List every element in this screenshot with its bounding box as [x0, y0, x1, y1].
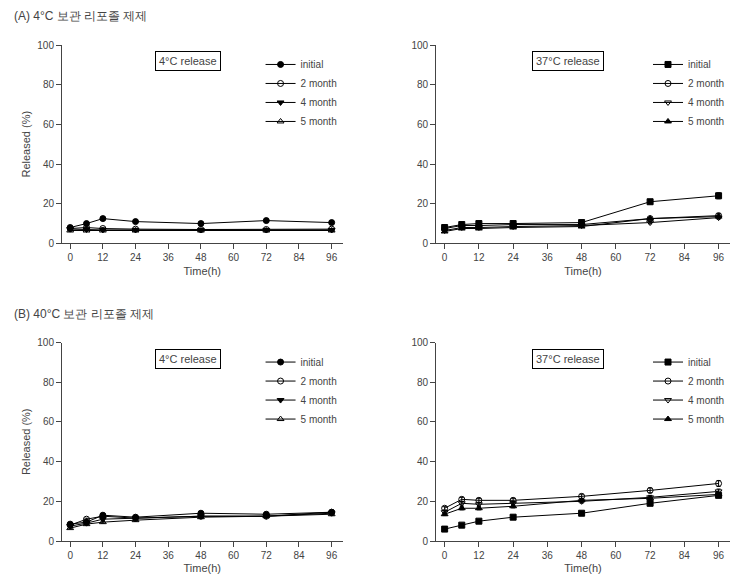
svg-text:12: 12: [473, 550, 485, 561]
svg-text:84: 84: [679, 252, 691, 263]
svg-text:37°C release: 37°C release: [536, 353, 600, 365]
svg-text:5 month: 5 month: [688, 414, 724, 425]
svg-text:initial: initial: [688, 357, 711, 368]
svg-text:48: 48: [195, 252, 207, 263]
svg-text:96: 96: [326, 252, 338, 263]
svg-text:40: 40: [417, 159, 429, 170]
svg-text:40: 40: [43, 159, 55, 170]
svg-text:96: 96: [713, 252, 725, 263]
svg-text:(B) 40°C 보관 리포졸 제제: (B) 40°C 보관 리포졸 제제: [14, 307, 154, 321]
svg-text:initial: initial: [301, 59, 324, 70]
svg-text:24: 24: [130, 252, 142, 263]
svg-text:Time(h): Time(h): [184, 265, 221, 277]
svg-text:60: 60: [228, 252, 240, 263]
svg-text:80: 80: [43, 377, 55, 388]
svg-text:96: 96: [713, 550, 725, 561]
svg-text:20: 20: [43, 496, 55, 507]
svg-text:80: 80: [417, 377, 429, 388]
svg-text:36: 36: [163, 252, 175, 263]
svg-text:0: 0: [48, 536, 54, 547]
svg-text:12: 12: [473, 252, 485, 263]
svg-text:Released (%): Released (%): [20, 408, 32, 475]
svg-text:2 month: 2 month: [301, 376, 337, 387]
svg-text:80: 80: [43, 79, 55, 90]
svg-text:60: 60: [417, 416, 429, 427]
svg-text:0: 0: [48, 238, 54, 249]
svg-text:Time(h): Time(h): [564, 562, 601, 574]
svg-text:4 month: 4 month: [688, 97, 724, 108]
svg-text:84: 84: [293, 550, 305, 561]
svg-text:0: 0: [442, 252, 448, 263]
svg-text:Released (%): Released (%): [20, 111, 32, 178]
svg-text:60: 60: [43, 416, 55, 427]
svg-text:4 month: 4 month: [301, 97, 337, 108]
svg-text:20: 20: [417, 496, 429, 507]
svg-text:48: 48: [576, 252, 588, 263]
svg-text:0: 0: [423, 238, 429, 249]
svg-text:60: 60: [610, 550, 622, 561]
svg-text:12: 12: [97, 550, 109, 561]
svg-text:4 month: 4 month: [688, 395, 724, 406]
svg-text:72: 72: [645, 252, 657, 263]
svg-text:20: 20: [417, 198, 429, 209]
svg-text:0: 0: [67, 550, 73, 561]
svg-text:0: 0: [442, 550, 448, 561]
svg-text:Time(h): Time(h): [564, 265, 601, 277]
svg-text:48: 48: [576, 550, 588, 561]
svg-text:36: 36: [163, 550, 175, 561]
svg-text:initial: initial: [688, 59, 711, 70]
svg-text:initial: initial: [301, 357, 324, 368]
svg-text:4°C release: 4°C release: [159, 55, 217, 67]
svg-text:24: 24: [508, 252, 520, 263]
svg-text:96: 96: [326, 550, 338, 561]
svg-text:72: 72: [261, 550, 273, 561]
svg-text:5 month: 5 month: [301, 414, 337, 425]
svg-text:48: 48: [195, 550, 207, 561]
svg-text:4°C release: 4°C release: [159, 353, 217, 365]
svg-text:4 month: 4 month: [301, 395, 337, 406]
svg-text:24: 24: [130, 550, 142, 561]
svg-text:60: 60: [417, 119, 429, 130]
svg-text:36: 36: [542, 550, 554, 561]
svg-text:2 month: 2 month: [688, 376, 724, 387]
svg-text:5 month: 5 month: [688, 116, 724, 127]
svg-text:5 month: 5 month: [301, 116, 337, 127]
svg-text:84: 84: [293, 252, 305, 263]
svg-text:100: 100: [37, 40, 54, 51]
svg-text:2 month: 2 month: [301, 78, 337, 89]
svg-text:0: 0: [423, 536, 429, 547]
svg-text:72: 72: [645, 550, 657, 561]
svg-text:100: 100: [411, 40, 428, 51]
svg-text:20: 20: [43, 198, 55, 209]
svg-text:12: 12: [97, 252, 109, 263]
svg-text:0: 0: [67, 252, 73, 263]
svg-text:60: 60: [228, 550, 240, 561]
svg-text:40: 40: [43, 456, 55, 467]
svg-text:36: 36: [542, 252, 554, 263]
svg-text:84: 84: [679, 550, 691, 561]
svg-text:(A) 4°C 보관 리포졸 제제: (A) 4°C 보관 리포졸 제제: [14, 9, 147, 23]
svg-text:40: 40: [417, 456, 429, 467]
svg-text:100: 100: [411, 337, 428, 348]
svg-text:60: 60: [43, 119, 55, 130]
svg-text:100: 100: [37, 337, 54, 348]
svg-text:37°C release: 37°C release: [536, 55, 600, 67]
svg-text:60: 60: [610, 252, 622, 263]
svg-text:72: 72: [261, 252, 273, 263]
svg-text:Time(h): Time(h): [184, 562, 221, 574]
svg-text:24: 24: [508, 550, 520, 561]
svg-text:2 month: 2 month: [688, 78, 724, 89]
svg-text:80: 80: [417, 79, 429, 90]
